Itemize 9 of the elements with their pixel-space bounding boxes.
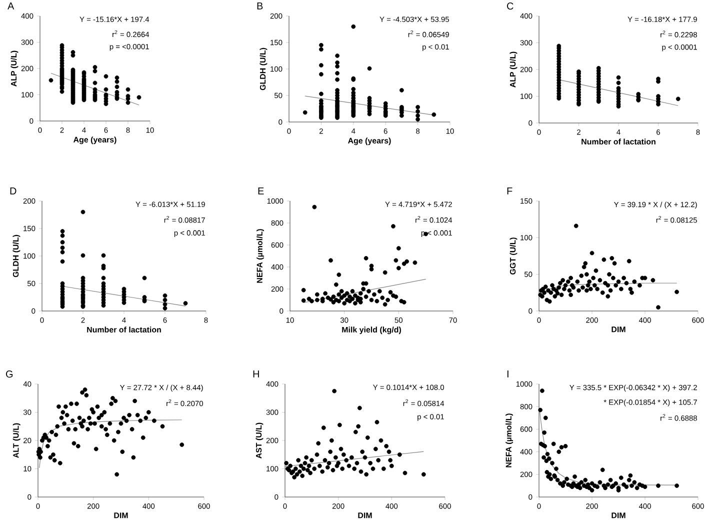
chart-title: C [507, 2, 514, 10]
chart-title: B [257, 2, 263, 10]
chart-title: A [8, 2, 14, 10]
chart-title: D [10, 188, 16, 194]
chart-title: F [507, 188, 512, 194]
chart-title: E [258, 188, 264, 194]
chart-title: I [507, 370, 508, 378]
chart-title: G [6, 370, 13, 378]
chart-title: H [253, 370, 259, 378]
